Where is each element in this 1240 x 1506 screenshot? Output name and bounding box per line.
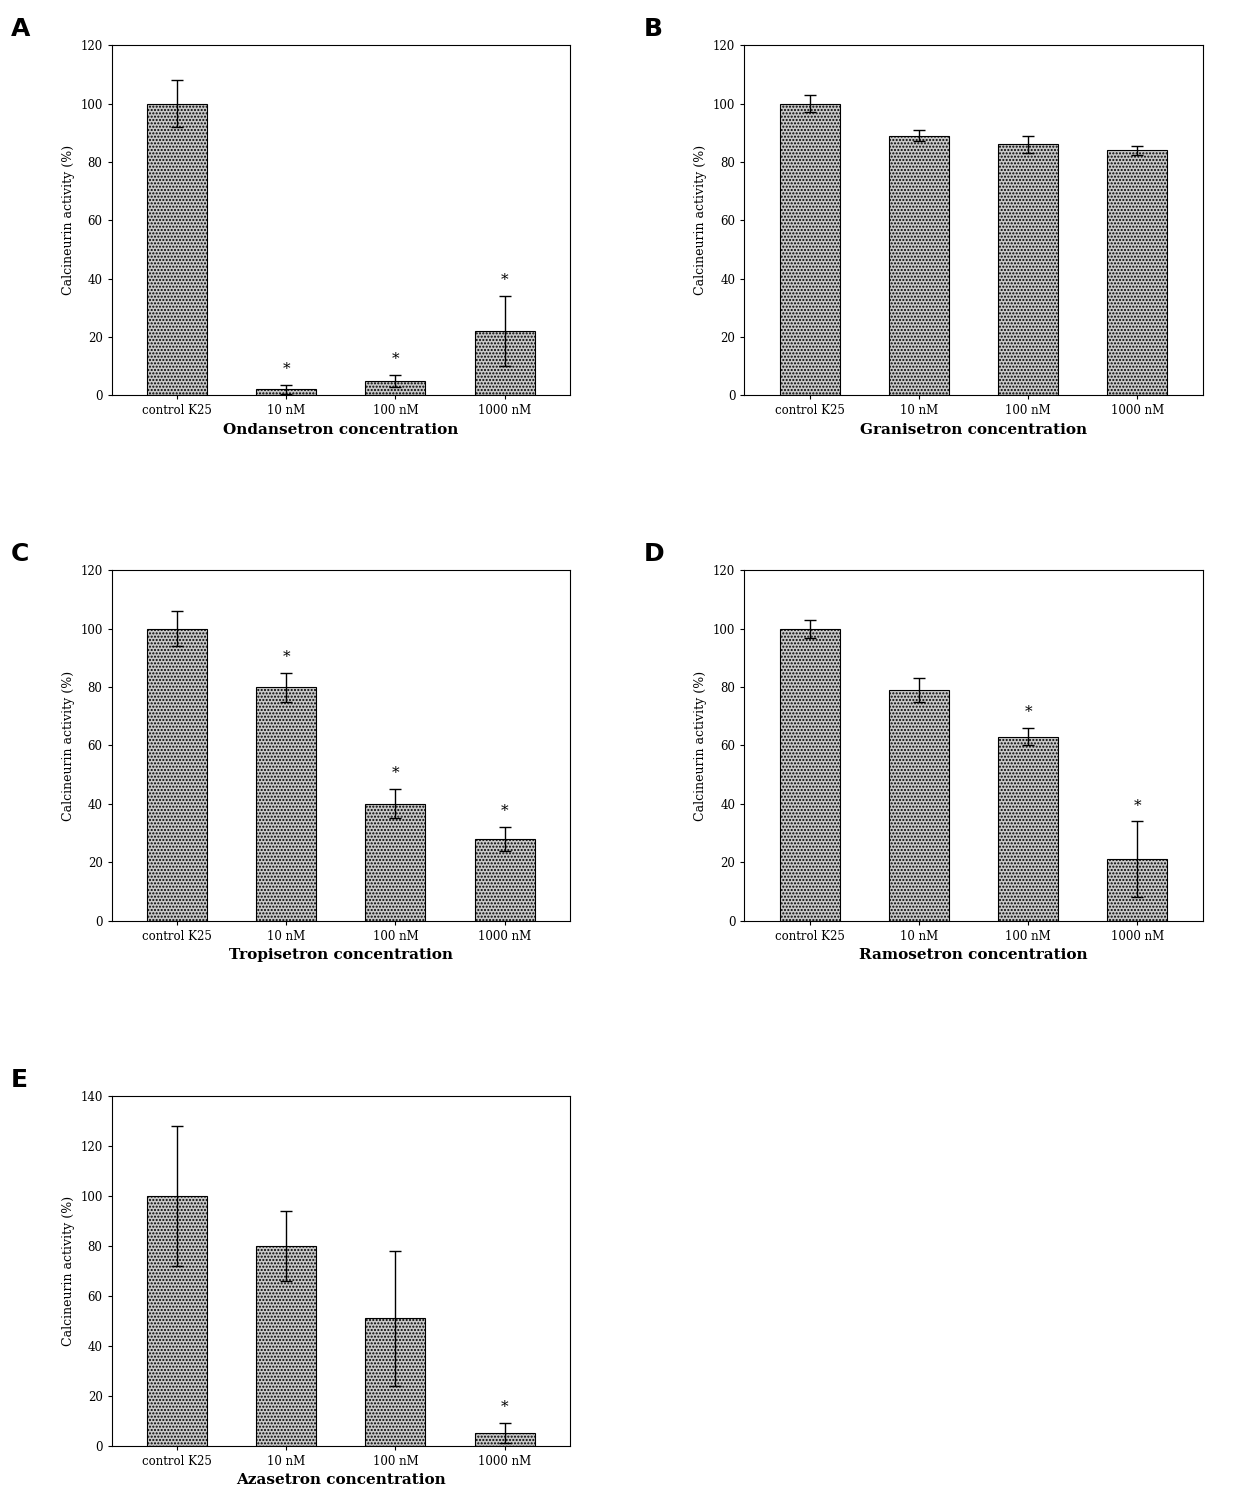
Bar — [998, 145, 1058, 396]
Text: *: * — [1133, 798, 1141, 813]
Text: *: * — [501, 1401, 508, 1414]
X-axis label: Tropisetron concentration: Tropisetron concentration — [229, 949, 453, 962]
Text: B: B — [644, 17, 662, 41]
Bar — [1107, 860, 1167, 920]
Bar — [475, 1434, 534, 1446]
Bar — [148, 1196, 207, 1446]
Bar — [780, 104, 839, 396]
Bar — [366, 804, 425, 920]
Text: *: * — [1024, 705, 1032, 720]
Bar — [1107, 151, 1167, 396]
Y-axis label: Calcineurin activity (%): Calcineurin activity (%) — [62, 1196, 74, 1346]
X-axis label: Ondansetron concentration: Ondansetron concentration — [223, 423, 459, 437]
Bar — [998, 736, 1058, 920]
Bar — [475, 839, 534, 920]
Bar — [780, 630, 839, 920]
Bar — [889, 136, 949, 396]
X-axis label: Ramosetron concentration: Ramosetron concentration — [859, 949, 1087, 962]
Text: A: A — [11, 17, 30, 41]
Text: C: C — [11, 542, 29, 566]
Text: *: * — [392, 352, 399, 366]
Bar — [257, 1245, 316, 1446]
Bar — [148, 630, 207, 920]
Text: *: * — [283, 649, 290, 664]
Bar — [475, 331, 534, 396]
Text: *: * — [501, 274, 508, 288]
Y-axis label: Calcineurin activity (%): Calcineurin activity (%) — [62, 145, 74, 295]
X-axis label: Azasetron concentration: Azasetron concentration — [236, 1473, 445, 1488]
Y-axis label: Calcineurin activity (%): Calcineurin activity (%) — [694, 145, 707, 295]
Y-axis label: Calcineurin activity (%): Calcineurin activity (%) — [694, 670, 707, 821]
Text: E: E — [11, 1068, 27, 1092]
Bar — [257, 687, 316, 920]
X-axis label: Granisetron concentration: Granisetron concentration — [861, 423, 1087, 437]
Bar — [366, 1318, 425, 1446]
Text: *: * — [501, 804, 508, 818]
Bar — [366, 381, 425, 396]
Text: *: * — [283, 363, 290, 376]
Text: D: D — [644, 542, 665, 566]
Y-axis label: Calcineurin activity (%): Calcineurin activity (%) — [62, 670, 74, 821]
Bar — [148, 104, 207, 396]
Text: *: * — [392, 767, 399, 780]
Bar — [257, 390, 316, 396]
Bar — [889, 690, 949, 920]
